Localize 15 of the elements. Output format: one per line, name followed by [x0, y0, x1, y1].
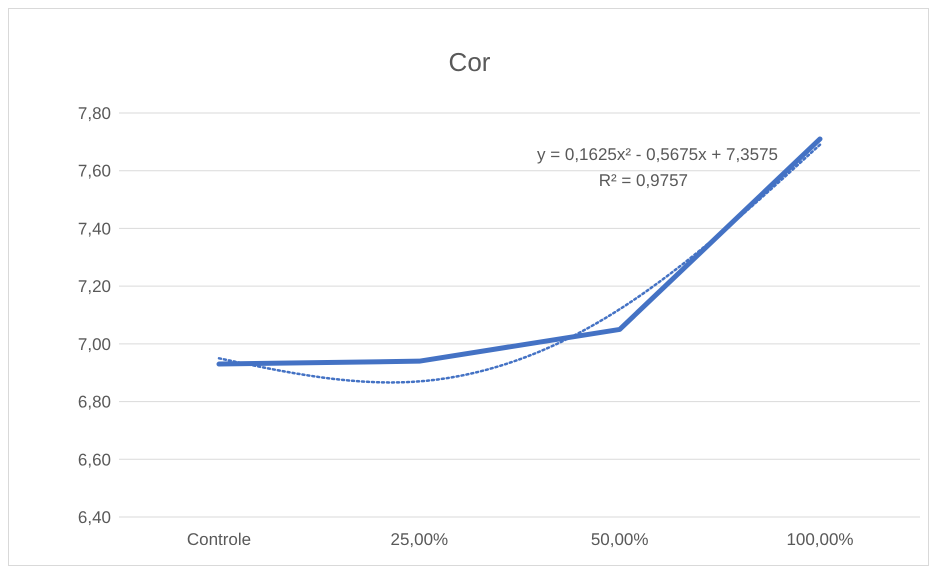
- y-tick-label: 6,40: [78, 508, 111, 528]
- chart-title: Cor: [448, 47, 492, 78]
- y-tick-label: 6,60: [78, 450, 111, 470]
- y-tick-label: 7,40: [78, 219, 111, 238]
- annotation: R² = 0,9757: [598, 171, 688, 191]
- x-tick-label: 100,00%: [786, 530, 854, 550]
- x-tick-label: 50,00%: [590, 530, 649, 550]
- x-tick-label: 25,00%: [390, 530, 448, 550]
- y-tick-label: 7,20: [78, 277, 111, 296]
- y-tick-label: 7,80: [78, 104, 111, 124]
- annotation: y = 0,1625x² - 0,5675x + 7,3575: [536, 145, 778, 165]
- y-tick-label: 7,00: [78, 334, 111, 354]
- y-tick-label: 6,80: [78, 392, 111, 412]
- y-tick-label: 7,60: [78, 162, 111, 181]
- x-tick-label: Controle: [186, 530, 252, 550]
